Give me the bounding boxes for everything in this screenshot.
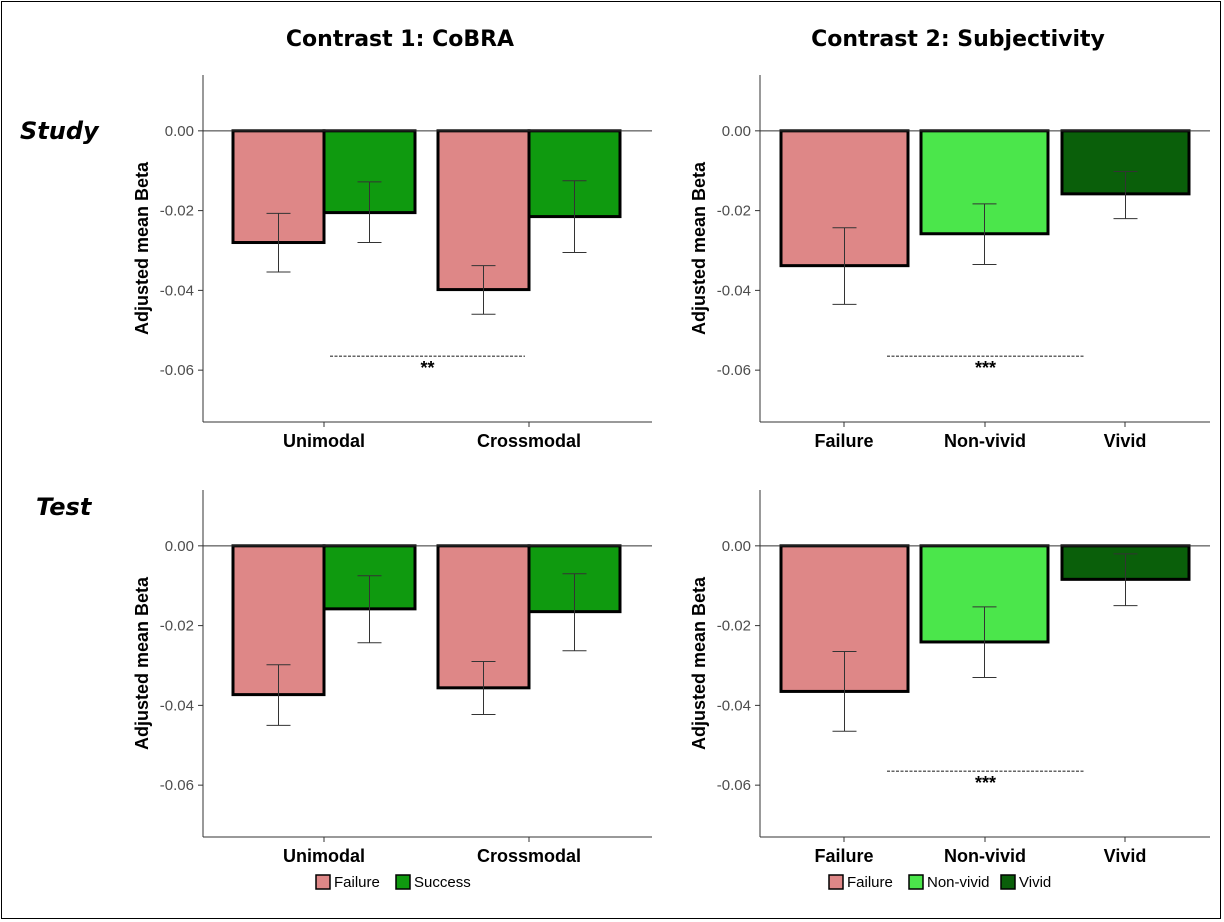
row-title-test: Test xyxy=(36,493,93,521)
x-tick-label: Non-vivid xyxy=(944,431,1026,451)
error-bar xyxy=(266,212,291,273)
significance-label: *** xyxy=(975,773,996,793)
y-tick-label: -0.06 xyxy=(160,777,194,794)
row-title-study: Study xyxy=(20,117,100,145)
y-tick-label: -0.04 xyxy=(160,282,194,299)
legend-label-failure: Failure xyxy=(334,874,380,891)
error-bar xyxy=(357,181,382,244)
y-tick-label: -0.04 xyxy=(717,282,751,299)
significance-label: *** xyxy=(975,358,996,378)
y-tick-label: 0.00 xyxy=(722,123,751,140)
legend-swatch-non-vivid xyxy=(908,874,924,890)
y-tick-label: 0.00 xyxy=(722,538,751,555)
significance-label: ** xyxy=(420,358,434,378)
x-tick-label: Failure xyxy=(814,846,873,866)
y-tick-label: -0.02 xyxy=(160,618,194,635)
error-bar xyxy=(1113,171,1138,220)
x-tick-label: Failure xyxy=(814,431,873,451)
y-tick-label: 0.00 xyxy=(165,123,194,140)
x-tick-label: Vivid xyxy=(1104,431,1147,451)
legend-label-vivid: Vivid xyxy=(1019,874,1051,891)
y-tick-label: -0.02 xyxy=(160,203,194,220)
legend-swatch-failure xyxy=(828,874,844,890)
y-axis-label: Adjusted mean Beta xyxy=(132,161,152,335)
y-tick-label: -0.06 xyxy=(160,362,194,379)
legend-label-success: Success xyxy=(414,874,471,891)
error-bar xyxy=(357,575,382,644)
x-tick-label: Vivid xyxy=(1104,846,1147,866)
error-bar xyxy=(471,661,496,716)
y-tick-label: -0.06 xyxy=(717,362,751,379)
x-tick-label: Non-vivid xyxy=(944,846,1026,866)
panels-group: 0.00 -0.02 -0.04 -0.06 Adjusted mean Beta Uni… xyxy=(132,75,1210,866)
error-bar xyxy=(972,606,997,678)
y-axis-label: Adjusted mean Beta xyxy=(689,576,709,750)
x-tick-label: Unimodal xyxy=(283,846,365,866)
error-bar xyxy=(562,573,587,652)
y-axis-label: Adjusted mean Beta xyxy=(689,161,709,335)
x-tick-label: Crossmodal xyxy=(477,431,581,451)
legend-2: Failure Non-vivid Vivid xyxy=(828,874,1051,891)
legend-label-non-vivid: Non-vivid xyxy=(927,874,990,891)
y-axis-label: Adjusted mean Beta xyxy=(132,576,152,750)
error-bar xyxy=(832,651,857,732)
x-tick-label: Unimodal xyxy=(283,431,365,451)
chart-panel-3: 0.00 -0.02 -0.04 -0.06 Adjusted mean Beta Uni… xyxy=(132,490,652,866)
y-tick-label: -0.06 xyxy=(717,777,751,794)
y-tick-label: -0.04 xyxy=(160,697,194,714)
legend-swatch-failure xyxy=(315,874,331,890)
chart-panel-4: 0.00 -0.02 -0.04 -0.06 Adjusted mean Beta Fai… xyxy=(689,490,1210,866)
legends-group: Failure Success Failure Non-vivid Vivid xyxy=(315,874,1051,891)
error-bar xyxy=(266,664,291,726)
y-tick-label: 0.00 xyxy=(165,538,194,555)
error-bar xyxy=(562,180,587,253)
column-title-contrast-2: Contrast 2: Subjectivity xyxy=(811,27,1105,52)
y-tick-label: -0.02 xyxy=(717,203,751,220)
error-bar xyxy=(1113,553,1138,607)
legend-1: Failure Success xyxy=(315,874,471,891)
y-tick-label: -0.02 xyxy=(717,618,751,635)
column-title-contrast-1: Contrast 1: CoBRA xyxy=(286,27,514,52)
legend-swatch-vivid xyxy=(1000,874,1016,890)
error-bar xyxy=(972,203,997,265)
y-tick-label: -0.04 xyxy=(717,697,751,714)
legend-label-failure: Failure xyxy=(847,874,893,891)
x-tick-label: Crossmodal xyxy=(477,846,581,866)
error-bar xyxy=(832,227,857,305)
chart-panel-2: 0.00 -0.02 -0.04 -0.06 Adjusted mean Beta Fai… xyxy=(689,75,1210,451)
error-bar xyxy=(471,265,496,315)
chart-panel-1: 0.00 -0.02 -0.04 -0.06 Adjusted mean Beta Uni… xyxy=(132,75,652,451)
legend-swatch-success xyxy=(395,874,411,890)
